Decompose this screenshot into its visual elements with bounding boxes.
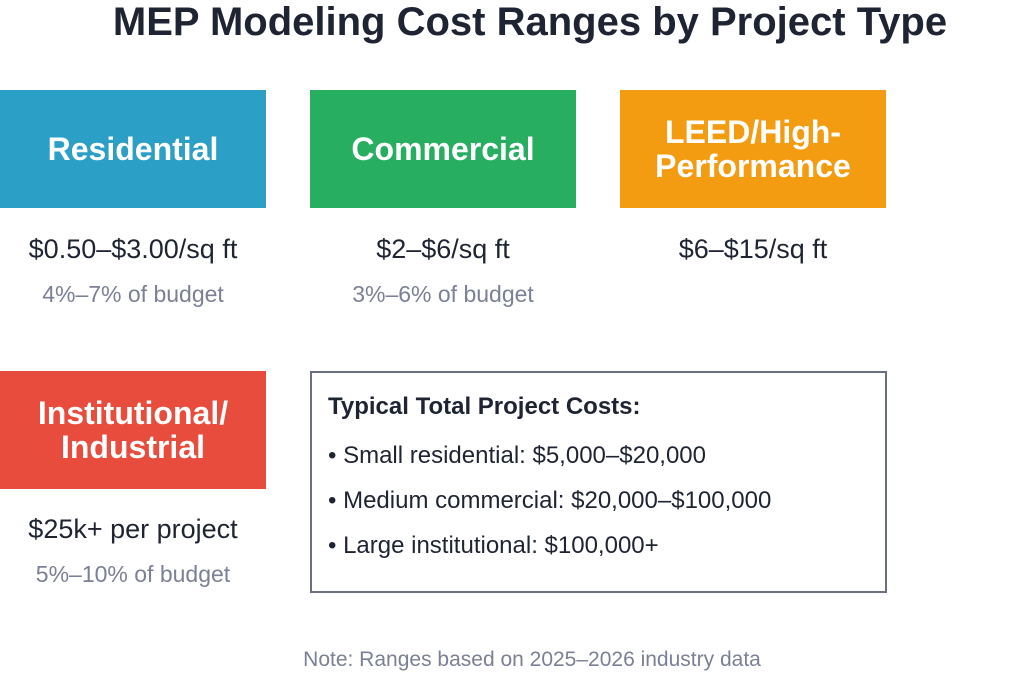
cost-range: $6–$15/sq ft [678,234,828,264]
title: MEP Modeling Cost Ranges by Project Type [112,0,948,44]
cost-range: $0.50–$3.00/sq ft [28,234,238,264]
card-label: Residential [47,131,219,167]
summary-item-text: Small residential: $5,000–$20,000 [343,442,706,469]
summary-item: • Small residential: $5,000–$20,000 [328,442,706,469]
card-commercial: Commercial [310,90,576,208]
summary-item: • Medium commercial: $20,000–$100,000 [328,487,772,514]
budget-share: 3%–6% of budget [352,281,534,307]
card-residential: Residential [0,90,266,208]
card-label: Performance [655,148,851,184]
card-leed: LEED/High- Performance [620,90,886,208]
summary-item-text: Large institutional: $100,000+ [343,532,659,559]
card-institutional: Institutional/ Industrial [0,371,266,489]
cost-range: $25k+ per project [28,514,238,544]
card-label: Industrial [60,429,205,465]
card-label: Institutional/ [37,395,229,431]
card-label: Commercial [351,131,535,167]
budget-share: 5%–10% of budget [35,561,231,587]
summary-box: Typical Total Project Costs: • Small res… [310,371,887,593]
card-label: LEED/High- [665,114,841,150]
budget-share: 4%–7% of budget [42,281,224,307]
summary-item-text: Medium commercial: $20,000–$100,000 [343,487,772,514]
summary-title: Typical Total Project Costs: [328,393,641,420]
summary-item: • Large institutional: $100,000+ [328,532,659,559]
note: Note: Ranges based on 2025–2026 industry… [303,648,761,671]
cost-range: $2–$6/sq ft [376,234,510,264]
